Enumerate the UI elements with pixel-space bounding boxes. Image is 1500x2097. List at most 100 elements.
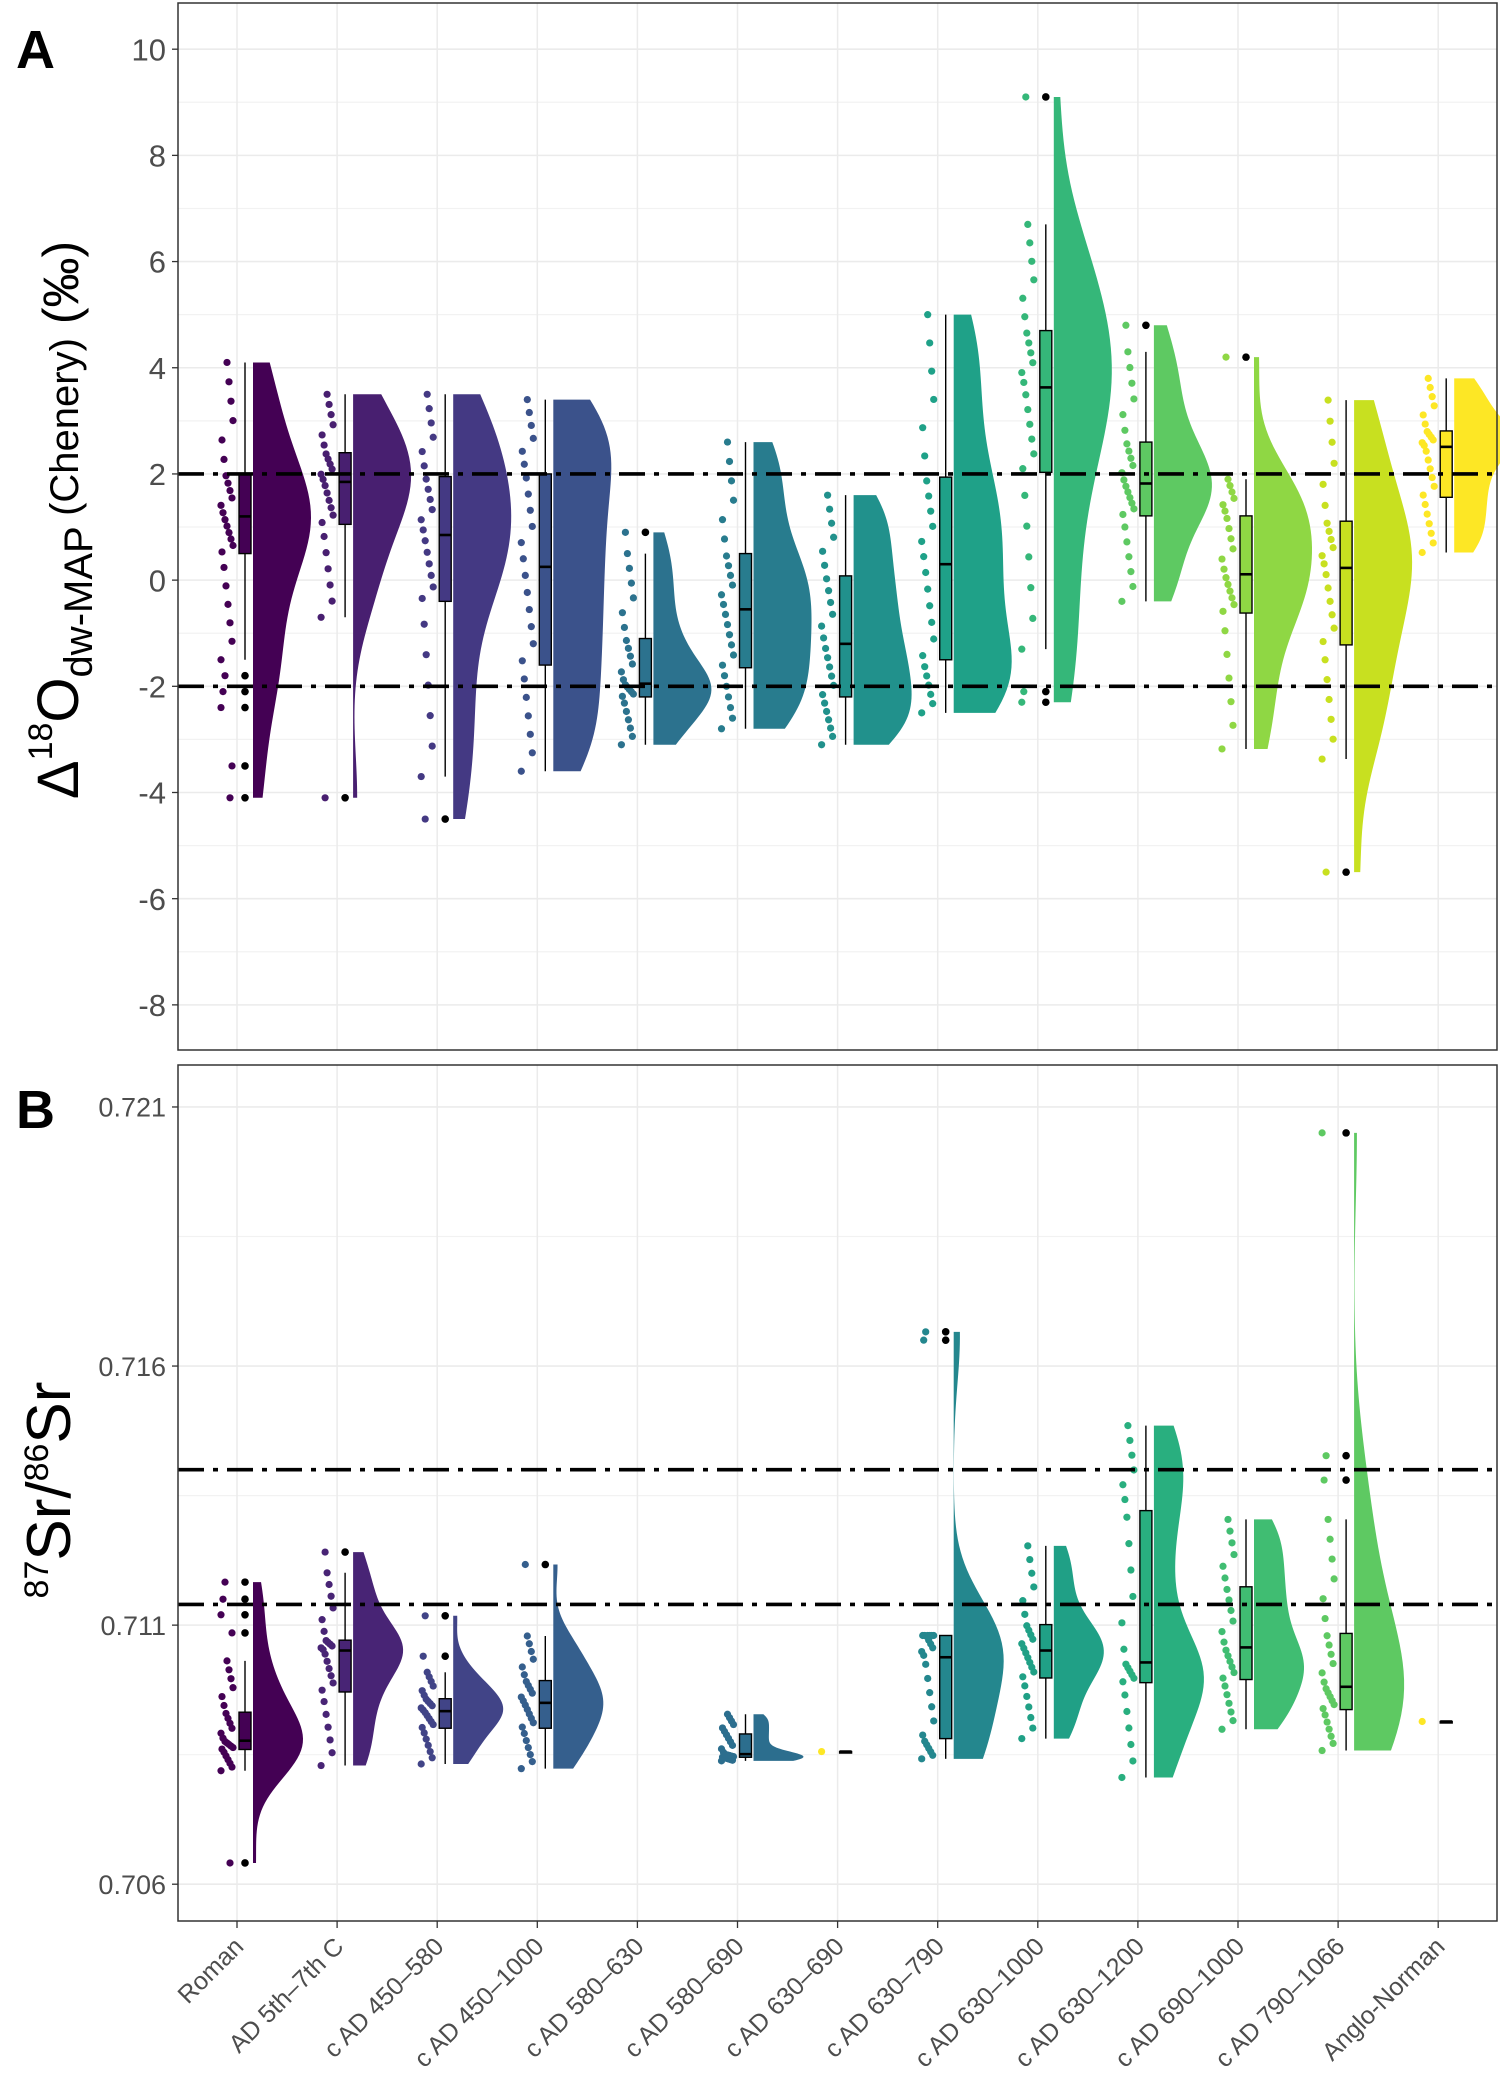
data-point bbox=[1219, 1674, 1227, 1682]
panel-b: 0.706 0.711 0.716 0.721 bbox=[98, 1064, 1498, 1922]
y-title-delta: Δ bbox=[26, 760, 91, 799]
data-point bbox=[1118, 597, 1126, 605]
data-point bbox=[1023, 329, 1031, 337]
data-point bbox=[327, 411, 335, 419]
data-point bbox=[421, 1612, 429, 1620]
data-point bbox=[318, 1686, 326, 1694]
y-title-sup2: 86 bbox=[18, 1444, 56, 1482]
y-tick-label: 8 bbox=[149, 139, 166, 174]
data-point bbox=[823, 707, 831, 716]
data-point bbox=[1425, 520, 1433, 528]
data-point bbox=[317, 1761, 325, 1770]
data-point bbox=[324, 1723, 332, 1731]
data-point bbox=[1021, 313, 1029, 321]
data-point bbox=[1226, 1527, 1234, 1535]
y-tick-label: -8 bbox=[138, 988, 166, 1023]
data-point bbox=[1026, 239, 1034, 247]
group-c-ad-580-690 bbox=[717, 1710, 804, 1765]
box bbox=[738, 1733, 753, 1758]
data-point bbox=[1121, 1691, 1129, 1699]
outlier-point bbox=[1342, 868, 1350, 876]
box bbox=[538, 473, 552, 666]
data-point bbox=[518, 657, 526, 665]
data-point bbox=[825, 587, 833, 595]
data-point bbox=[729, 651, 738, 659]
data-point bbox=[328, 1749, 336, 1757]
data-point bbox=[525, 1640, 533, 1648]
violin bbox=[953, 1331, 1004, 1759]
data-point bbox=[824, 654, 832, 662]
violin bbox=[353, 1552, 404, 1766]
data-point bbox=[1224, 1652, 1232, 1660]
data-point bbox=[1229, 721, 1237, 729]
violin bbox=[553, 1564, 604, 1769]
data-point bbox=[1324, 396, 1332, 404]
violin bbox=[653, 532, 712, 745]
data-point bbox=[829, 610, 837, 618]
data-point bbox=[217, 1767, 225, 1775]
data-point bbox=[1025, 1703, 1033, 1711]
data-point bbox=[229, 417, 237, 425]
data-point bbox=[919, 652, 927, 660]
data-point bbox=[820, 634, 828, 642]
data-point bbox=[226, 619, 234, 627]
data-point bbox=[1325, 1725, 1333, 1733]
violin bbox=[1153, 1425, 1204, 1778]
data-point bbox=[1329, 1659, 1337, 1668]
data-point bbox=[828, 672, 836, 680]
data-point bbox=[1126, 363, 1134, 372]
data-point bbox=[1326, 597, 1334, 605]
data-point bbox=[224, 600, 232, 608]
data-point bbox=[221, 1578, 229, 1586]
data-point bbox=[1025, 339, 1033, 347]
data-point bbox=[1418, 1717, 1426, 1726]
data-point bbox=[219, 1595, 227, 1603]
data-point bbox=[723, 1710, 732, 1718]
data-point bbox=[226, 1859, 234, 1867]
data-point bbox=[930, 1717, 938, 1725]
box bbox=[1139, 1509, 1153, 1684]
data-point bbox=[1329, 1739, 1337, 1748]
data-point bbox=[929, 700, 937, 708]
data-point bbox=[526, 730, 534, 738]
box bbox=[939, 476, 953, 661]
data-point bbox=[218, 548, 226, 556]
violin bbox=[1254, 357, 1312, 749]
data-point bbox=[621, 528, 630, 536]
group-roman bbox=[217, 1578, 303, 1867]
data-point bbox=[1128, 499, 1136, 507]
outlier-point bbox=[341, 1548, 349, 1556]
data-point bbox=[529, 1655, 537, 1663]
group-c-ad-630-790 bbox=[918, 1328, 1004, 1763]
data-point bbox=[321, 1548, 329, 1556]
data-point bbox=[326, 581, 334, 589]
data-point bbox=[327, 504, 335, 512]
violin bbox=[253, 362, 311, 798]
data-point bbox=[223, 1657, 231, 1665]
data-point bbox=[624, 644, 633, 652]
data-point bbox=[525, 408, 533, 417]
data-point bbox=[519, 555, 527, 563]
group-c-ad-690-1000 bbox=[1218, 353, 1312, 753]
data-point bbox=[1227, 698, 1235, 706]
data-point bbox=[1219, 607, 1227, 615]
data-point bbox=[825, 716, 833, 724]
data-point bbox=[517, 1765, 525, 1773]
group-c-ad-630-790 bbox=[918, 311, 1012, 717]
outlier-point bbox=[241, 1629, 249, 1637]
violin bbox=[1254, 1519, 1304, 1730]
box bbox=[338, 1639, 352, 1693]
data-point bbox=[417, 516, 425, 524]
data-point bbox=[1318, 755, 1326, 763]
data-point bbox=[619, 676, 628, 684]
data-point bbox=[1224, 475, 1232, 483]
data-point bbox=[1128, 1451, 1136, 1459]
box bbox=[438, 475, 452, 603]
panel-a: -8 -6 -4 -2 0 2 4 6 8 10 bbox=[132, 2, 1500, 1051]
outlier-point bbox=[241, 1859, 249, 1867]
data-point bbox=[427, 419, 435, 427]
outlier-point bbox=[241, 762, 249, 770]
box bbox=[238, 1711, 252, 1751]
data-point bbox=[227, 535, 235, 543]
data-point bbox=[1125, 1724, 1133, 1732]
